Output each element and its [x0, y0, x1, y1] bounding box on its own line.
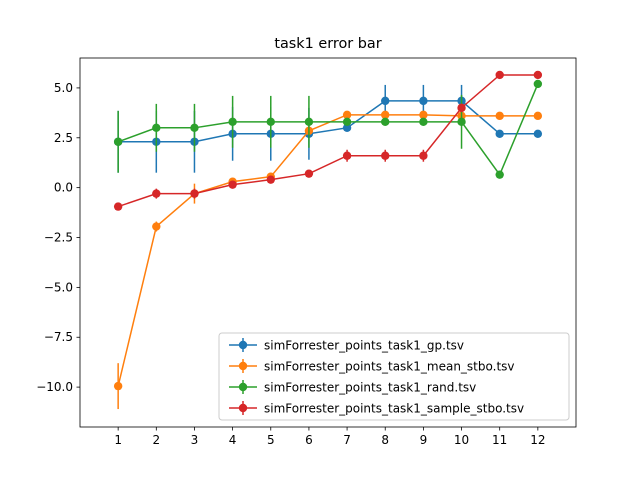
data-point	[381, 117, 390, 127]
chart-title: task1 error bar	[274, 36, 381, 52]
legend-marker	[238, 340, 248, 350]
x-tick-label: 12	[530, 433, 545, 447]
series-3	[113, 70, 543, 211]
data-point	[419, 151, 428, 160]
y-tick-label: −5.0	[44, 280, 73, 294]
series-line	[117, 74, 538, 208]
series-line	[117, 83, 539, 177]
legend-label: simForrester_points_task1_rand.tsv	[264, 381, 476, 395]
legend-entry-2: simForrester_points_task1_rand.tsv	[229, 380, 476, 395]
data-point	[533, 70, 543, 80]
x-tick-label: 5	[267, 433, 275, 447]
legend-marker	[238, 403, 248, 413]
data-point	[190, 123, 199, 133]
x-tick-label: 1	[114, 433, 122, 447]
data-point	[495, 70, 504, 80]
data-point	[342, 117, 352, 127]
y-tick-label: 2.5	[54, 131, 73, 145]
x-tick-label: 6	[305, 433, 313, 447]
x-tick-label: 4	[229, 433, 237, 447]
legend-entry-3: simForrester_points_task1_sample_stbo.ts…	[229, 401, 524, 416]
data-point	[266, 117, 275, 127]
data-point	[533, 129, 543, 138]
x-tick-label: 7	[343, 433, 351, 447]
legend-entry-1: simForrester_points_task1_mean_stbo.tsv	[229, 359, 515, 374]
y-tick-label: −2.5	[44, 231, 73, 245]
data-point	[533, 79, 543, 89]
x-tick-label: 9	[420, 433, 428, 447]
data-point	[113, 381, 123, 391]
x-tick-label: 11	[492, 433, 507, 447]
data-point	[152, 222, 161, 231]
data-point	[457, 103, 466, 113]
legend-marker	[238, 361, 248, 371]
data-point	[495, 170, 504, 179]
plot-area: 1 2 3 4 5 6 7 8 9 10 11 125.02.50.0−2.5−5.0−7.5−10.…	[36, 57, 577, 447]
series-line	[117, 114, 538, 387]
data-point	[381, 110, 390, 120]
data-point	[533, 111, 543, 121]
data-point	[266, 175, 275, 184]
axes-frame	[79, 57, 577, 428]
series-line	[118, 100, 538, 143]
x-tick-label: 3	[191, 433, 199, 447]
x-tick-label: 8	[381, 433, 389, 447]
legend: simForrester_points_task1_gp.tsv simForre…	[218, 332, 570, 421]
y-tick-label: −7.5	[44, 330, 73, 344]
legend-label: simForrester_points_task1_sample_stbo.ts…	[264, 402, 524, 416]
legend-marker	[238, 382, 248, 392]
legend-label: simForrester_points_task1_gp.tsv	[264, 339, 464, 353]
data-point	[381, 96, 390, 106]
y-tick-label: −10.0	[36, 380, 73, 394]
data-point	[152, 189, 161, 198]
x-tick-label: 2	[152, 433, 160, 447]
data-point	[113, 137, 123, 146]
x-tick-label: 10	[454, 433, 469, 447]
y-tick-label: 0.0	[54, 181, 73, 195]
legend-label: simForrester_points_task1_mean_stbo.tsv	[264, 360, 515, 374]
data-point	[419, 110, 428, 120]
data-point	[190, 189, 199, 198]
data-point	[304, 117, 314, 127]
data-point	[228, 117, 237, 127]
y-tick-label: 5.0	[54, 81, 73, 95]
data-point	[228, 180, 237, 189]
data-point	[342, 123, 352, 133]
data-point	[495, 111, 504, 121]
data-point	[381, 151, 390, 160]
legend-box	[218, 332, 570, 421]
data-point	[419, 96, 428, 106]
data-point	[457, 117, 466, 127]
data-point	[342, 151, 352, 160]
data-point	[152, 123, 161, 133]
data-point	[342, 110, 352, 120]
series-2	[113, 79, 543, 179]
legend-entry-0: simForrester_points_task1_gp.tsv	[229, 338, 464, 353]
data-point	[304, 169, 314, 178]
data-point	[113, 202, 123, 211]
data-point	[495, 129, 504, 138]
data-point	[419, 117, 428, 127]
